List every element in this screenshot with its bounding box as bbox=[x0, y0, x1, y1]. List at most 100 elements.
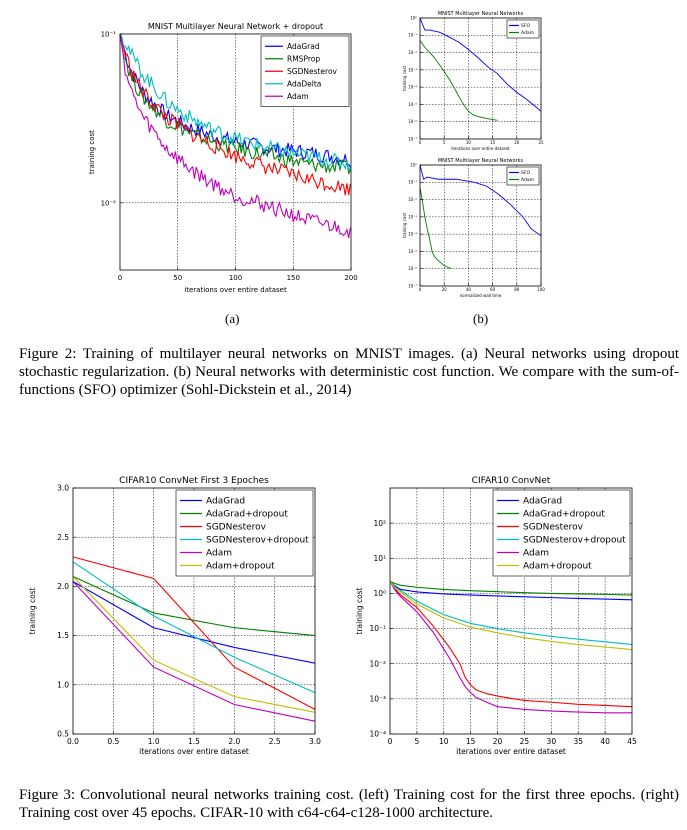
x-tick-label: 0.5 bbox=[107, 737, 119, 746]
legend-label: Adam+dropout bbox=[523, 562, 592, 572]
y-tick-label: 1.0 bbox=[57, 680, 69, 689]
legend-box bbox=[506, 166, 540, 186]
y-tick-label: 10⁻³ bbox=[369, 694, 386, 703]
x-tick-label: 45 bbox=[627, 737, 637, 746]
chart-fig3-left: 0.0 0.5 1.0 1.5 2.0 2.5 3.00.51.01.52.02.53.0C… bbox=[28, 476, 321, 756]
legend-label: RMSProp bbox=[287, 54, 320, 63]
x-tick-label: 20 bbox=[442, 287, 448, 292]
x-tick-label: 60 bbox=[490, 287, 496, 292]
figure-2-caption: Figure 2: Training of multilayer neural … bbox=[19, 346, 679, 398]
y-tick-label: 10⁻² bbox=[369, 659, 386, 668]
series-line-sgdnesterov bbox=[72, 556, 316, 710]
legend-label: AdaGrad+dropout bbox=[206, 510, 288, 520]
x-tick-label: 2.5 bbox=[269, 737, 281, 746]
series-line-sfo bbox=[419, 17, 542, 112]
y-tick-label: 10⁻⁵ bbox=[408, 102, 417, 107]
subfig-label-a: (a) bbox=[225, 311, 240, 326]
y-axis-label: training cost bbox=[402, 213, 407, 238]
legend-label: Adam bbox=[521, 30, 534, 36]
x-tick-label: 50 bbox=[173, 274, 182, 282]
y-tick-label: 10⁰ bbox=[410, 162, 417, 167]
x-tick-label: 35 bbox=[573, 737, 583, 746]
x-tick-label: 10 bbox=[439, 737, 449, 746]
series-line-rmsprop bbox=[119, 33, 351, 174]
x-tick-label: 25 bbox=[520, 737, 530, 746]
y-tick-label: 10⁻¹ bbox=[408, 180, 417, 185]
plot-frame bbox=[419, 164, 542, 287]
legend-label: Adam bbox=[287, 92, 309, 101]
x-tick-label: 25 bbox=[538, 140, 544, 145]
y-tick-label: 1.5 bbox=[57, 631, 69, 640]
y-tick-label: 10⁻³ bbox=[408, 67, 417, 72]
x-tick-label: 0 bbox=[419, 287, 422, 292]
y-tick-label: 10⁻² bbox=[408, 50, 417, 55]
x-tick-label: 20 bbox=[493, 737, 503, 746]
chart-title: MNIST Multilayer Neural Networks bbox=[438, 11, 524, 17]
series-line-adam-dropout bbox=[389, 581, 633, 651]
legend-label: AdaGrad bbox=[523, 497, 562, 507]
x-axis-label: iterations over entire dataset bbox=[139, 747, 249, 756]
x-tick-label: 15 bbox=[466, 737, 476, 746]
y-tick-label: 10⁻⁴ bbox=[408, 232, 417, 237]
x-tick-label: 10 bbox=[466, 140, 472, 145]
series-line-adam bbox=[419, 187, 452, 270]
x-tick-label: 2.0 bbox=[228, 737, 240, 746]
x-tick-label: 100 bbox=[537, 287, 545, 292]
x-tick-label: 150 bbox=[287, 274, 300, 282]
x-tick-label: 0.0 bbox=[67, 737, 79, 746]
series-line-adagrad bbox=[72, 581, 316, 664]
chart-fig2b-top: 0 5 10 15 20 25 10⁰ 10⁻¹ 10⁻² 10⁻³ 10⁻⁴ 10⁻⁵ 10⁻⁶ 10⁻… bbox=[402, 11, 544, 151]
x-axis-label: iterations over entire dataset bbox=[451, 146, 510, 151]
y-tick-label: 10⁻⁶ bbox=[408, 266, 417, 271]
x-tick-label: 0 bbox=[388, 737, 393, 746]
series-line-adagrad bbox=[389, 580, 633, 601]
y-tick-label: 10⁻⁵ bbox=[408, 249, 417, 254]
legend-label: Adam bbox=[521, 177, 534, 183]
x-tick-label: 40 bbox=[466, 287, 472, 292]
x-tick-label: 5 bbox=[414, 737, 419, 746]
y-tick-label: 10⁻² bbox=[408, 197, 417, 202]
series-line-adadelta bbox=[119, 33, 351, 172]
chart-fig3-right: 0 5 10 15 20 25 30 35 40 45 10⁻⁴ 10⁻³ 10⁻² 10⁻¹ 10⁰ 10¹… bbox=[355, 476, 637, 756]
legend-label: SGDNesterov+dropout bbox=[523, 536, 626, 546]
x-axis-label: normalized wall time bbox=[460, 293, 502, 298]
x-tick-label: 3.0 bbox=[309, 737, 321, 746]
x-tick-label: 80 bbox=[514, 287, 520, 292]
y-tick-label: 10⁻¹ bbox=[101, 30, 117, 38]
y-tick-label: 10⁻⁷ bbox=[408, 136, 417, 141]
series-line-adam bbox=[389, 581, 632, 714]
x-tick-label: 100 bbox=[229, 274, 242, 282]
chart-fig2b-bottom: 0 20 40 60 80 100 10⁰ 10⁻¹ 10⁻² 10⁻³ 10⁻⁴ 10⁻⁵ 10⁻⁶ 1… bbox=[402, 158, 545, 298]
legend-label: SGDNesterov bbox=[287, 67, 338, 76]
chart-title: CIFAR10 ConvNet bbox=[472, 476, 551, 486]
y-axis-label: training cost bbox=[88, 130, 96, 174]
y-tick-label: 2.5 bbox=[57, 533, 69, 542]
y-tick-label: 2.0 bbox=[57, 582, 69, 591]
legend-label: AdaGrad bbox=[287, 42, 320, 51]
series-line-sgdnesterov-dropout bbox=[72, 561, 316, 694]
series-line-adagrad-dropout bbox=[72, 576, 316, 637]
series-line-adam bbox=[119, 33, 351, 238]
legend-label: SFO bbox=[521, 23, 530, 29]
x-tick-label: 200 bbox=[344, 274, 357, 282]
legend-label: Adam bbox=[523, 549, 549, 559]
legend-label: Adam+dropout bbox=[206, 562, 275, 572]
y-tick-label: 10² bbox=[373, 519, 386, 528]
x-tick-label: 0 bbox=[118, 274, 122, 282]
series-line-adam bbox=[72, 581, 316, 722]
series-line-adam bbox=[419, 40, 498, 121]
legend-box bbox=[492, 489, 631, 577]
x-tick-label: 1.0 bbox=[148, 737, 160, 746]
chart-title: CIFAR10 ConvNet First 3 Epoches bbox=[119, 476, 269, 486]
series-line-sgdnesterov-dropout bbox=[389, 581, 633, 646]
legend-label: SGDNesterov bbox=[206, 523, 267, 533]
y-tick-label: 0.5 bbox=[57, 730, 69, 739]
y-axis-label: training cost bbox=[28, 587, 37, 634]
series-line-adam-dropout bbox=[72, 576, 316, 713]
subfig-label-b: (b) bbox=[473, 311, 489, 326]
series-line-sgdnesterov bbox=[119, 33, 351, 196]
chart-title: MNIST Multilayer Neural Networks bbox=[438, 158, 524, 164]
y-tick-label: 10⁻³ bbox=[408, 214, 417, 219]
y-axis-label: training cost bbox=[355, 587, 364, 634]
